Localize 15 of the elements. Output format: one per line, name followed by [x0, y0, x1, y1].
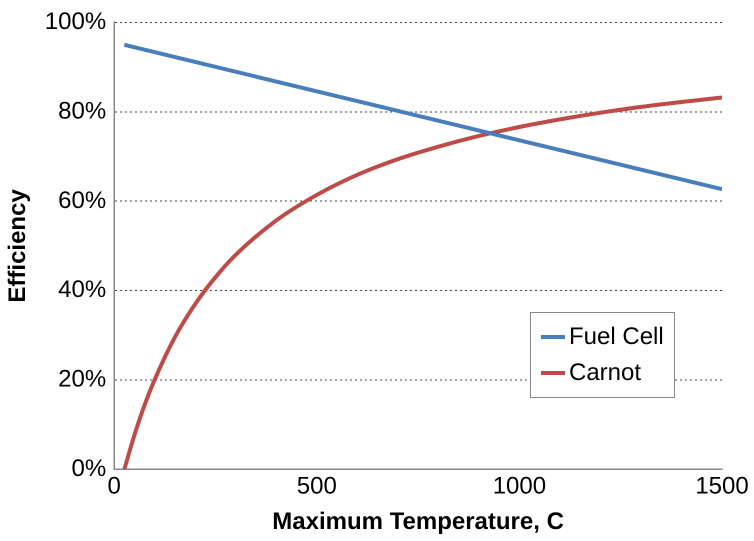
x-tick-label: 1000 — [492, 472, 546, 500]
y-tick-label: 0% — [71, 455, 106, 482]
x-axis-title: Maximum Temperature, C — [272, 508, 564, 536]
legend-label: Carnot — [569, 358, 642, 388]
y-tick-label: 60% — [58, 186, 106, 214]
y-axis-title: Efficiency — [4, 188, 32, 303]
y-tick-label: 100% — [44, 8, 106, 36]
y-tick-label: 20% — [58, 366, 106, 393]
y-tick-label: 80% — [58, 97, 106, 124]
x-tick-label: 500 — [296, 472, 337, 500]
y-tick-label: 40% — [58, 276, 106, 304]
legend-label: Fuel Cell — [569, 322, 664, 352]
x-tick-label: 0 — [108, 472, 121, 500]
x-tick-label: 1500 — [695, 472, 749, 500]
line-series — [122, 95, 722, 470]
